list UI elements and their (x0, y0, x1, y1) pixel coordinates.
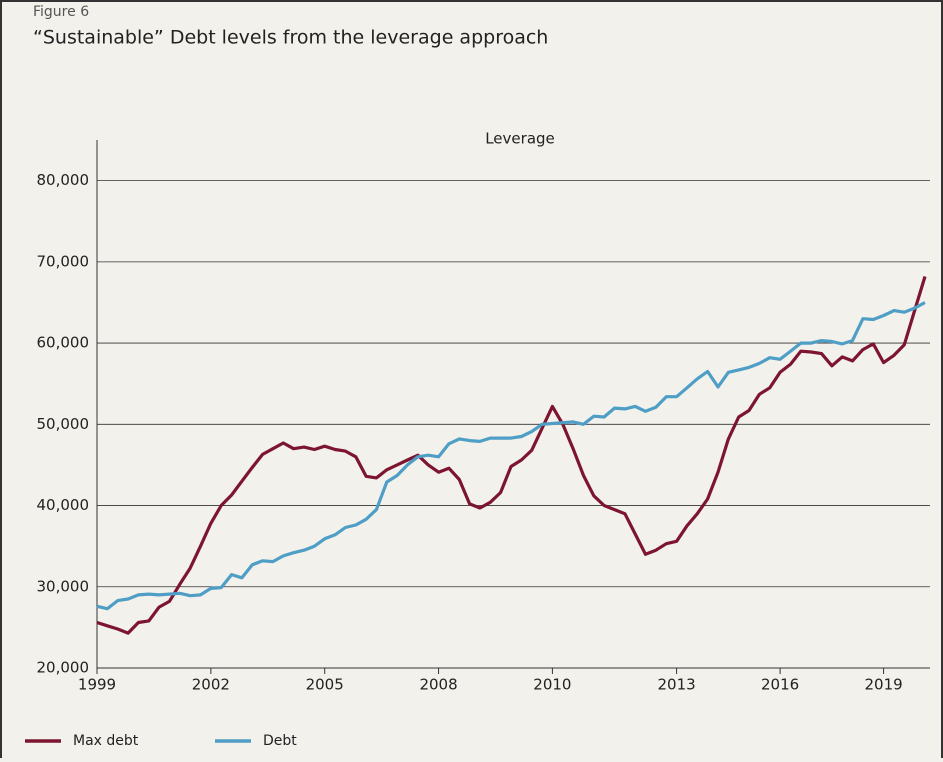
x-tick-label: 2005 (306, 676, 344, 694)
x-tick-label: 2008 (419, 676, 457, 694)
data-line (96, 276, 927, 635)
legend-label: Debt (263, 733, 297, 749)
x-tick-label: 2013 (658, 676, 696, 694)
y-tick-label: 80,000 (37, 171, 90, 189)
x-tick-label: 2016 (761, 676, 799, 694)
y-tick-label: 60,000 (37, 334, 90, 352)
data-line (96, 301, 926, 611)
chart-subtitle: Leverage (485, 130, 555, 148)
x-tick-label: 1999 (78, 676, 116, 694)
y-tick-label: 20,000 (37, 659, 90, 677)
x-tick-label: 2010 (533, 676, 571, 694)
y-tick-label: 40,000 (37, 496, 90, 514)
legend-label: Max debt (73, 733, 139, 749)
y-tick-label: 70,000 (37, 252, 90, 270)
x-tick-label: 2002 (192, 676, 230, 694)
figure-label: Figure 6 (33, 4, 89, 20)
y-tick-label: 50,000 (37, 415, 90, 433)
x-tick-label: 2019 (865, 676, 903, 694)
y-tick-label: 30,000 (37, 577, 90, 595)
chart-title: “Sustainable” Debt levels from the lever… (33, 27, 548, 49)
